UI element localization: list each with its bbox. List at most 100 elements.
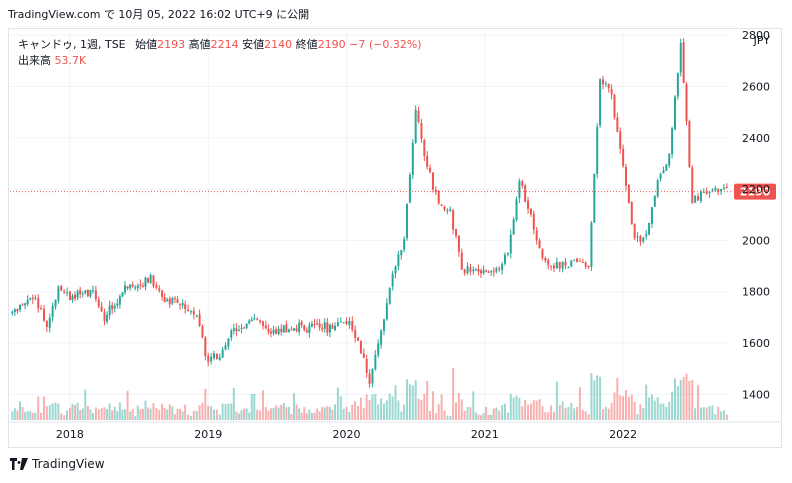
volume-bar — [316, 408, 319, 420]
candle-body — [240, 328, 243, 330]
candle-body — [84, 290, 87, 293]
candle-body — [245, 323, 248, 328]
volume-bar — [472, 391, 475, 420]
candle-body — [334, 325, 337, 330]
candle-body — [711, 190, 714, 192]
low-value: 2140 — [264, 38, 293, 51]
candle-body — [541, 249, 544, 258]
volume-bar — [570, 402, 573, 420]
candle-body — [434, 189, 437, 192]
volume-bar — [411, 385, 414, 420]
candle-body — [380, 330, 383, 345]
candle-body — [321, 328, 324, 330]
candle-body — [573, 259, 576, 261]
candle-body — [671, 128, 674, 155]
candle-body — [627, 184, 630, 204]
candle-body — [391, 273, 394, 287]
candle-body — [74, 294, 77, 299]
candle-body — [437, 190, 440, 204]
volume-bar — [371, 394, 374, 420]
candle-body — [235, 328, 238, 332]
candle-body — [408, 174, 411, 203]
candle-body — [365, 358, 368, 373]
candle-body — [625, 167, 628, 186]
tradingview-logo[interactable]: TradingView — [10, 457, 105, 471]
candle-body — [532, 213, 535, 230]
volume-bar — [74, 405, 77, 420]
candle-body — [189, 311, 192, 313]
volume-bar — [368, 399, 371, 420]
volume-bar — [518, 397, 521, 420]
volume-bar — [308, 409, 311, 420]
volume-bar — [264, 407, 267, 420]
volume-bar — [163, 407, 166, 420]
candle-body — [479, 270, 482, 274]
volume-bar — [336, 387, 339, 420]
last-price-line: 2190 — [10, 183, 776, 200]
candle-body — [487, 271, 490, 273]
volume-bar — [18, 401, 21, 420]
candle-body — [400, 250, 403, 256]
tradingview-logo-icon — [10, 458, 28, 470]
volume-bar — [625, 389, 628, 420]
volume-bar — [653, 400, 656, 420]
candle-body — [725, 187, 728, 189]
volume-bar — [187, 414, 190, 420]
candle-body — [688, 121, 691, 167]
volume-bar — [397, 400, 400, 420]
candle-body — [645, 234, 648, 237]
volume-bar — [676, 385, 679, 420]
candle-body — [705, 190, 708, 195]
volume-bar — [613, 392, 616, 420]
candle-body — [452, 210, 455, 230]
volume-bar — [521, 406, 524, 420]
volume-bar — [691, 379, 694, 420]
volume-bar — [596, 375, 599, 420]
volume-bar — [313, 412, 316, 420]
candle-body — [665, 164, 668, 171]
volume-bar — [118, 402, 121, 420]
candle-body — [305, 330, 308, 333]
candle-body — [659, 174, 662, 180]
candle-body — [51, 305, 54, 318]
candle-body — [722, 187, 725, 189]
volume-bar — [380, 398, 383, 420]
volume-bar — [711, 405, 714, 420]
volume-bar — [57, 403, 60, 420]
candle-body — [590, 222, 593, 268]
candle-body — [676, 73, 679, 97]
candle-body — [16, 309, 19, 312]
candle-body — [328, 324, 331, 333]
candle-body — [558, 262, 561, 269]
candle-body — [446, 210, 449, 212]
volume-bar — [34, 412, 37, 420]
candle-body — [79, 290, 82, 295]
volume-bar — [532, 400, 535, 420]
volume-bar — [455, 402, 458, 420]
volume-bar — [616, 377, 619, 420]
candle-body — [243, 327, 246, 329]
volume-bar — [702, 407, 705, 420]
volume-bar — [365, 394, 368, 420]
volume-bar — [552, 411, 555, 420]
candle-body — [374, 354, 377, 370]
volume-bar — [673, 378, 676, 420]
close-value: 2190 — [317, 38, 346, 51]
volume-bar — [13, 408, 16, 420]
candle-body — [24, 303, 27, 306]
volume-bar — [24, 411, 27, 420]
candle-body — [423, 140, 426, 156]
volume-bar — [31, 413, 34, 420]
volume-bar — [287, 406, 290, 420]
volume-bar — [633, 401, 636, 420]
volume-bar — [243, 408, 246, 420]
candle-body — [485, 270, 488, 272]
candle-body — [113, 306, 116, 309]
volume-bar — [406, 379, 409, 420]
candle-body — [248, 320, 251, 324]
candle-body — [362, 353, 365, 358]
volume-bar — [285, 407, 288, 420]
candle-body — [357, 337, 360, 341]
candle-body — [210, 356, 213, 362]
